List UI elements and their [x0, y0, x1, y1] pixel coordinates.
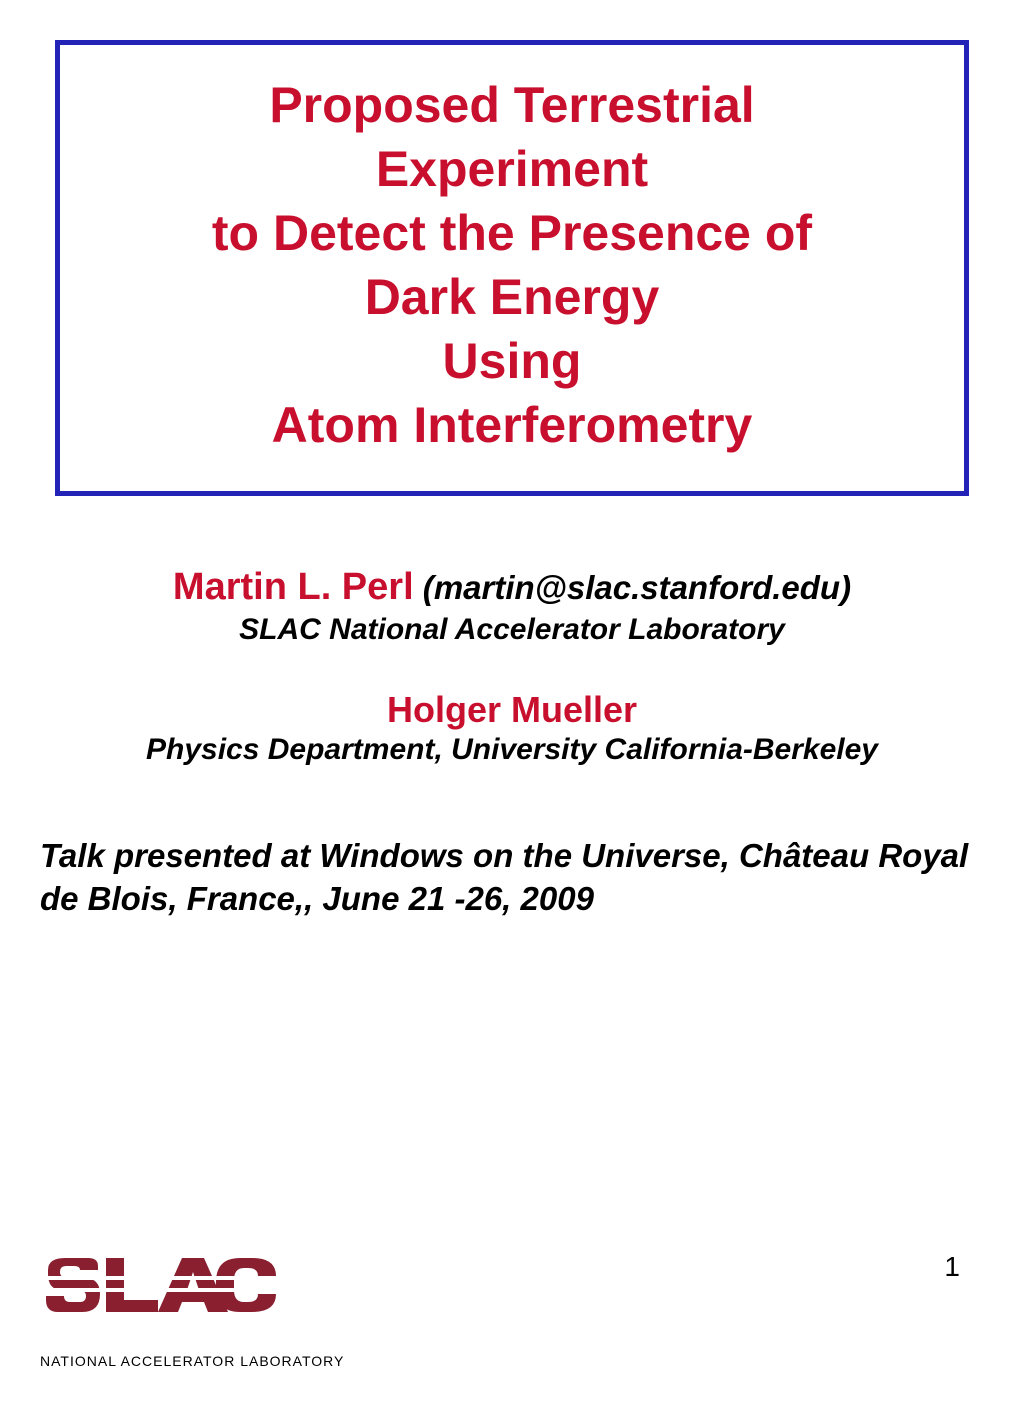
- logo-subtitle: NATIONAL ACCELERATOR LABORATORY: [40, 1353, 344, 1369]
- author2-name: Holger Mueller: [0, 689, 1024, 731]
- author1-affiliation: SLAC National Accelerator Laboratory: [0, 613, 1024, 647]
- author1-paren: (: [414, 569, 434, 606]
- authors-block: Martin L. Perl (martin@slac.stanford.edu…: [0, 566, 1024, 767]
- author2-affiliation: Physics Department, University Californi…: [0, 733, 1024, 767]
- page-number: 1: [944, 1251, 960, 1283]
- title-line: Dark Energy: [365, 269, 660, 325]
- title-box: Proposed Terrestrial Experiment to Detec…: [55, 40, 969, 496]
- slide-title: Proposed Terrestrial Experiment to Detec…: [80, 73, 944, 457]
- venue-text: Talk presented at Windows on the Univers…: [40, 835, 984, 921]
- author1-email: martin@slac.stanford.edu): [434, 569, 851, 606]
- title-line: Proposed Terrestrial: [269, 77, 754, 133]
- slac-logo: NATIONAL ACCELERATOR LABORATORY: [40, 1252, 344, 1369]
- author1-name: Martin L. Perl: [173, 566, 414, 608]
- slac-logo-svg: [40, 1252, 300, 1342]
- title-line: to Detect the Presence of: [212, 205, 812, 261]
- author1-line: Martin L. Perl (martin@slac.stanford.edu…: [0, 566, 1024, 609]
- title-line: Atom Interferometry: [272, 397, 753, 453]
- title-line: Experiment: [376, 141, 648, 197]
- title-line: Using: [443, 333, 582, 389]
- footer: NATIONAL ACCELERATOR LABORATORY 1: [40, 1252, 984, 1371]
